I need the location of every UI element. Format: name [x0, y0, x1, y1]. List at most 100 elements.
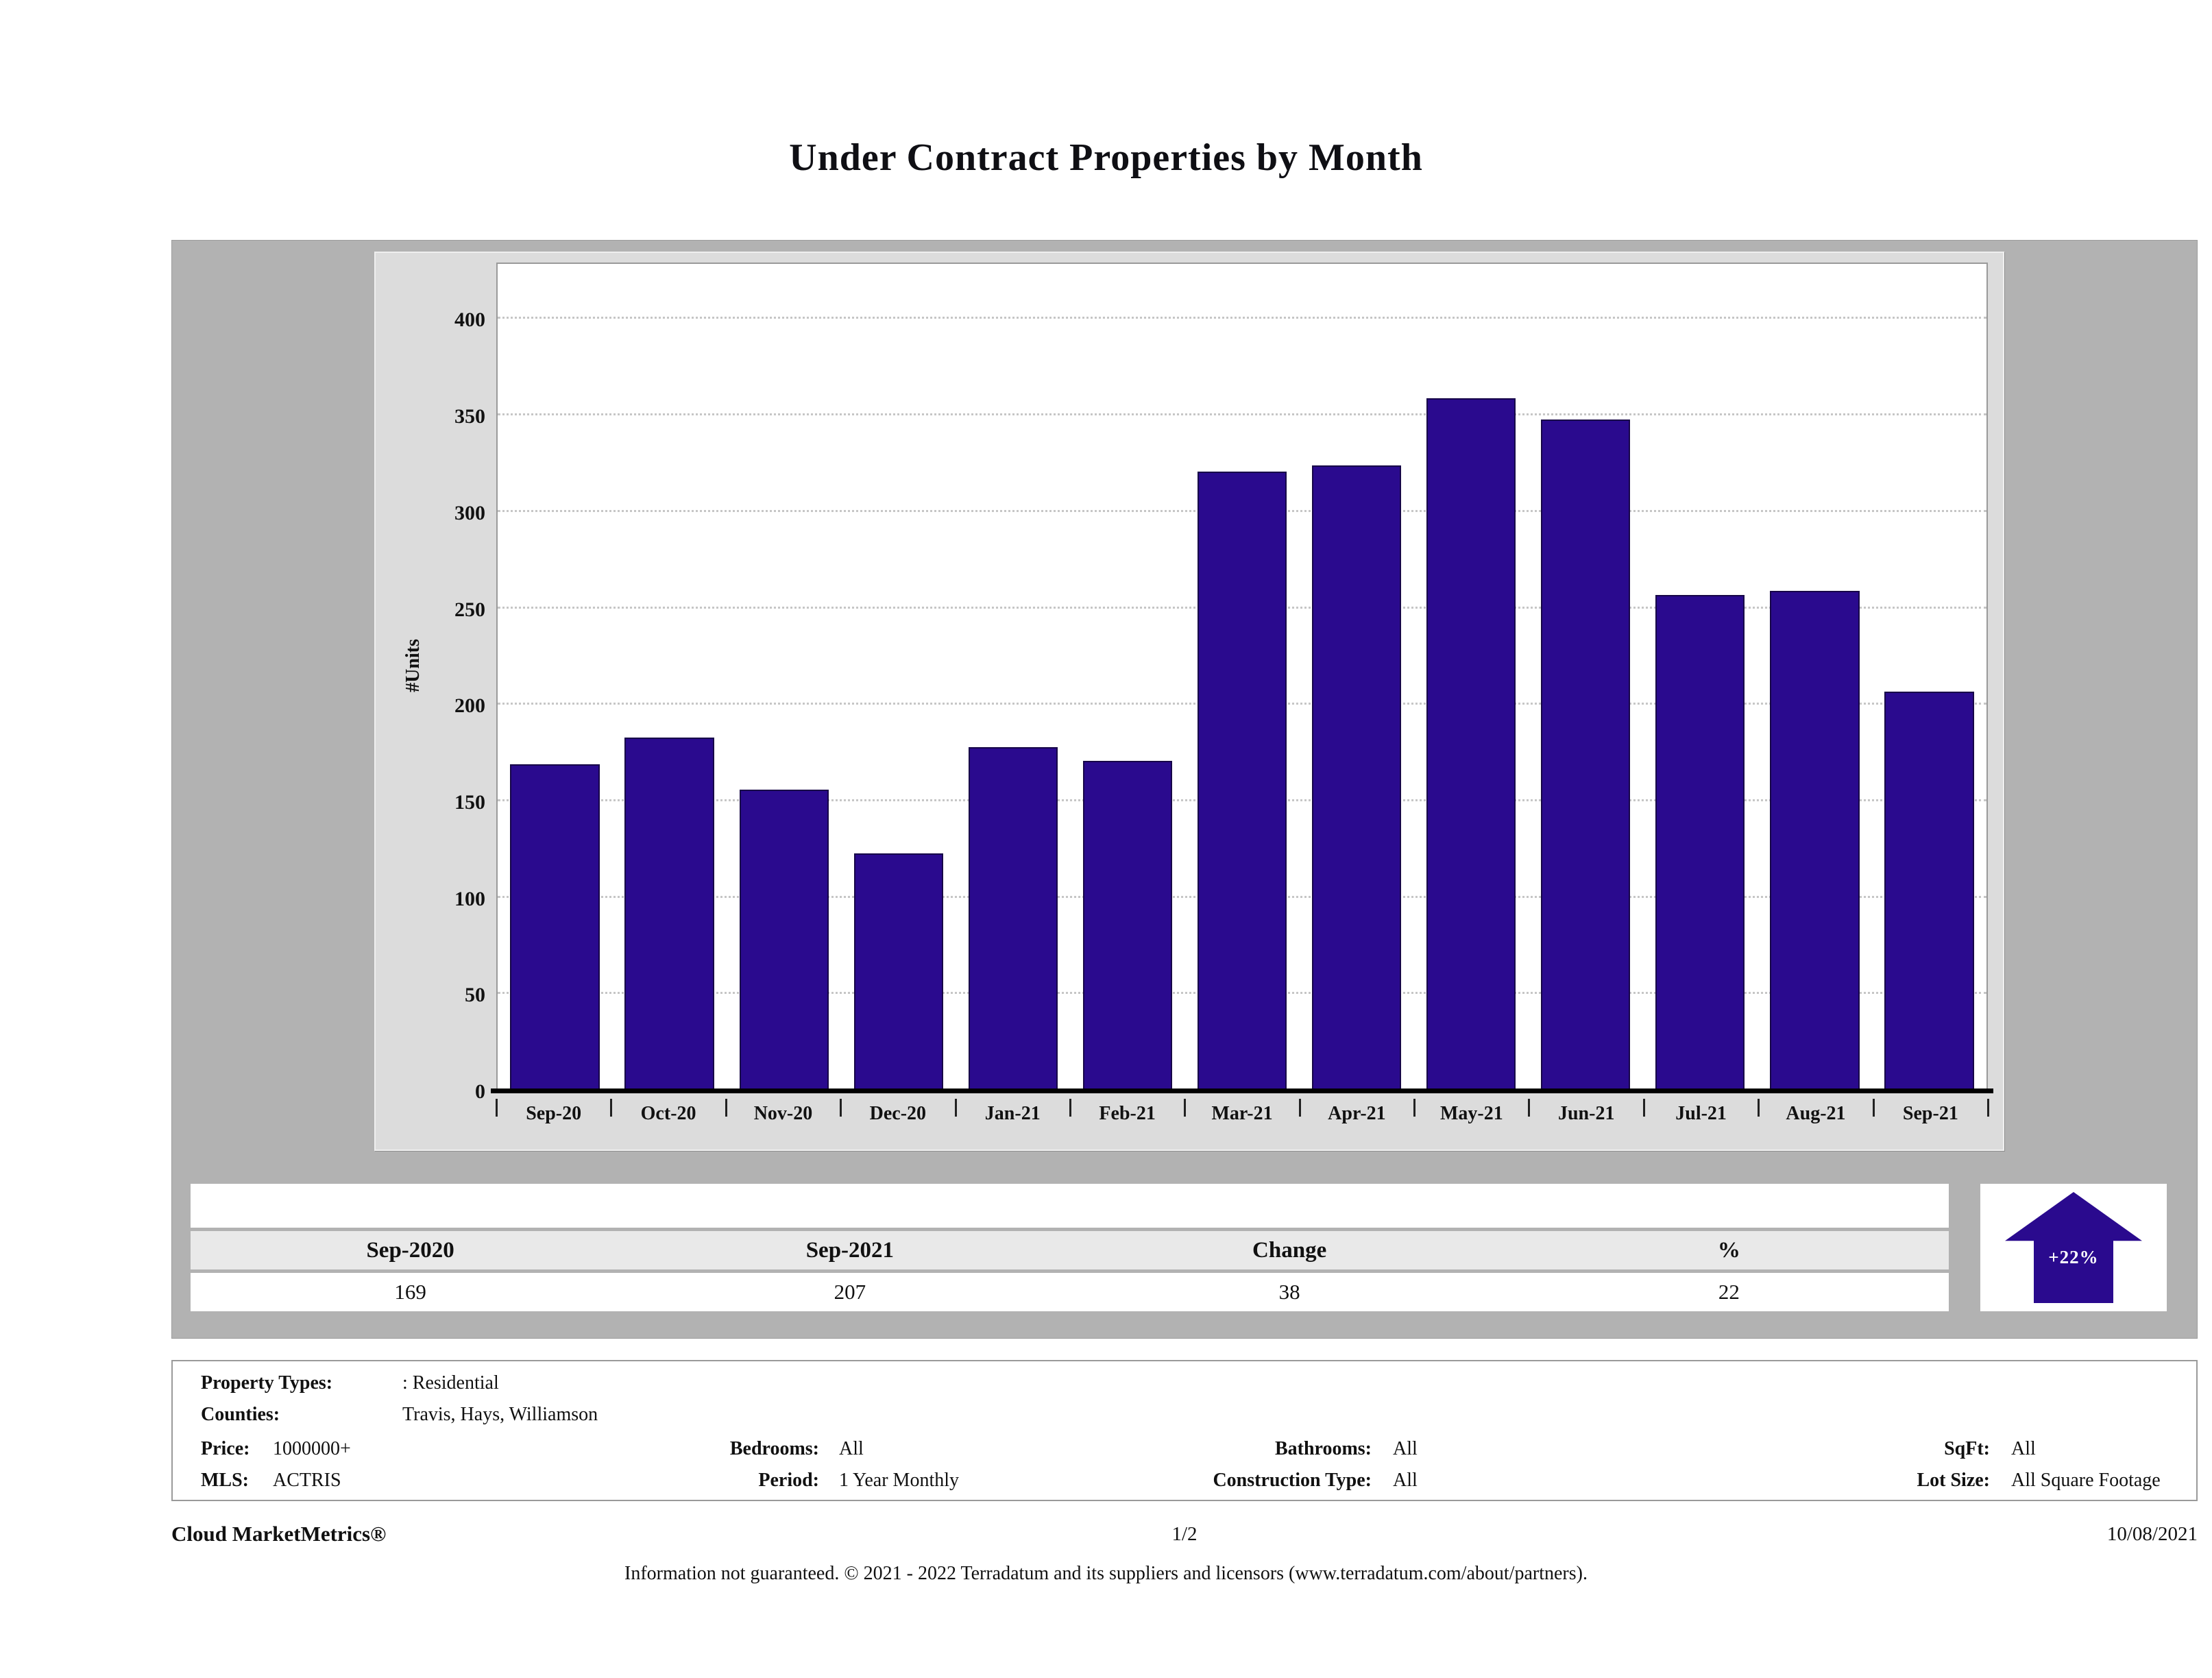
- bar-Sep-21: [1884, 691, 1974, 1091]
- x-axis-tick: [496, 1099, 498, 1117]
- sqft-label: SqFt:: [1944, 1438, 1990, 1459]
- filters-panel: Property Types: : Residential Counties: …: [171, 1360, 2198, 1501]
- x-axis-labels: Sep-20 Oct-20 Nov-20 Dec-20 Jan-21 Feb-21 Mar-…: [496, 1097, 1989, 1129]
- plot-area: [491, 263, 1993, 1093]
- bar-Jul-21: [1655, 594, 1745, 1091]
- bathrooms-value: All: [1393, 1438, 1418, 1459]
- footer-date: 10/08/2021: [2106, 1523, 2198, 1545]
- summary-value-row: 169 207 38 22: [191, 1273, 1949, 1311]
- x-axis-tick: [1758, 1099, 1760, 1117]
- summary-header-row: Sep-2020 Sep-2021 Change%: [191, 1231, 1949, 1269]
- bar-slot-Aug-21: [1758, 591, 1872, 1091]
- lot-size-label: Lot Size:: [1917, 1470, 1990, 1491]
- x-axis-tick: [1298, 1099, 1301, 1117]
- x-axis-tick: [1184, 1099, 1187, 1117]
- x-axis-line: [491, 1089, 1993, 1093]
- y-tick-label-100: 100: [454, 887, 485, 910]
- price-label: Price:: [201, 1438, 250, 1459]
- bar-slot-Feb-21: [1070, 760, 1184, 1091]
- bar-Aug-21: [1770, 591, 1860, 1091]
- construction-type-label: Construction Type:: [1213, 1470, 1372, 1491]
- bar-slot-Mar-21: [1184, 471, 1299, 1091]
- bar-Mar-21: [1197, 471, 1287, 1091]
- x-tick-label-Apr-21: Apr-21: [1328, 1103, 1386, 1124]
- filter-row-mls: MLS: ACTRIS Period: 1 Year Monthly Const…: [173, 1470, 2196, 1494]
- y-tick-label-350: 350: [454, 405, 485, 428]
- x-tick-label-Jun-21: Jun-21: [1557, 1103, 1615, 1124]
- x-tick-label-Jan-21: Jan-21: [984, 1103, 1041, 1124]
- bar-slot-Sep-20: [498, 764, 612, 1091]
- bar-slot-Jun-21: [1529, 419, 1643, 1091]
- footer-disclaimer: Information not guaranteed. © 2021 - 202…: [624, 1563, 1588, 1584]
- x-tick-label-Sep-21: Sep-21: [1902, 1103, 1958, 1124]
- x-tick-label-Oct-20: Oct-20: [640, 1103, 696, 1124]
- bathrooms-label: Bathrooms:: [1274, 1438, 1372, 1459]
- summary-table: Sep-2020 Sep-2021 Change% 169 207 38 22: [191, 1184, 1949, 1311]
- footer-page-number: 1/2: [1171, 1523, 1198, 1545]
- bar-Sep-20: [510, 764, 600, 1091]
- summary-empty-row: [191, 1184, 1949, 1228]
- property-types-label: Property Types:: [201, 1372, 333, 1394]
- bar-row: [498, 264, 1986, 1091]
- mls-label: MLS:: [201, 1470, 249, 1491]
- y-axis: 0 50 100 150 200 250 300 350 400: [396, 263, 485, 1103]
- y-tick-label-200: 200: [454, 694, 485, 718]
- page-title: Under Contract Properties by Month: [789, 136, 1423, 179]
- x-tick-label-Feb-21: Feb-21: [1099, 1103, 1156, 1124]
- x-axis-tick: [1642, 1099, 1645, 1117]
- x-axis-tick: [725, 1099, 727, 1117]
- bar-slot-Jan-21: [956, 747, 1070, 1091]
- x-axis-tick: [610, 1099, 613, 1117]
- bar-Jan-21: [968, 747, 1058, 1091]
- y-tick-label-150: 150: [454, 790, 485, 814]
- summary-value-cell: 169: [394, 1280, 426, 1304]
- x-tick-label-Jul-21: Jul-21: [1675, 1103, 1727, 1124]
- chart-panel: #Units 0 50 100 150 200 250 300 350 400 Sep-20 Oc…: [374, 252, 2004, 1151]
- bar-Jun-21: [1541, 419, 1631, 1091]
- change-badge-label: +22%: [2048, 1247, 2099, 1267]
- y-tick-label-300: 300: [454, 501, 485, 524]
- bar-Oct-20: [624, 738, 714, 1091]
- filter-row-counties: Counties: Travis, Hays, Williamson: [173, 1404, 2196, 1428]
- period-value: 1 Year Monthly: [839, 1470, 960, 1491]
- bar-Nov-20: [739, 790, 829, 1091]
- gridline-400: [498, 317, 1986, 319]
- bar-slot-Apr-21: [1300, 465, 1414, 1091]
- x-axis-tick: [1987, 1099, 1989, 1117]
- y-tick-label-250: 250: [454, 598, 485, 621]
- sqft-value: All: [2011, 1438, 2036, 1459]
- bar-Feb-21: [1082, 760, 1173, 1091]
- filter-row-price: Price: 1000000+ Bedrooms: All Bathrooms:…: [173, 1438, 2196, 1463]
- bar-slot-Jul-21: [1643, 594, 1758, 1091]
- summary-header-cell: Sep-2020: [366, 1238, 454, 1263]
- construction-type-value: All: [1393, 1470, 1418, 1491]
- bedrooms-label: Bedrooms:: [729, 1438, 819, 1459]
- bedrooms-value: All: [839, 1438, 864, 1459]
- filter-row-property-types: Property Types: : Residential: [173, 1372, 2196, 1397]
- bar-slot-May-21: [1414, 398, 1529, 1091]
- change-badge: +22%: [1980, 1184, 2167, 1311]
- x-axis-tick: [1872, 1099, 1875, 1117]
- bar-slot-Sep-21: [1872, 691, 1986, 1091]
- x-axis-tick: [840, 1099, 842, 1117]
- x-axis-tick: [1413, 1099, 1416, 1117]
- footer-brand: Cloud MarketMetrics®: [171, 1522, 387, 1546]
- bar-slot-Dec-20: [841, 853, 956, 1091]
- bar-May-21: [1426, 398, 1516, 1091]
- x-tick-label-Aug-21: Aug-21: [1786, 1103, 1846, 1124]
- price-value: 1000000+: [273, 1438, 351, 1459]
- summary-header-cell: Sep-2021: [805, 1238, 895, 1263]
- summary-value-cell: 22: [1718, 1280, 1740, 1304]
- x-axis-tick: [954, 1099, 957, 1117]
- summary-header-cell: Change: [1252, 1238, 1327, 1263]
- summary-value-cell: 207: [834, 1280, 866, 1304]
- lot-size-value: All Square Footage: [2011, 1470, 2161, 1491]
- x-tick-label-May-21: May-21: [1439, 1103, 1503, 1124]
- x-axis-tick: [1069, 1099, 1071, 1117]
- summary-value-cell: 38: [1278, 1280, 1300, 1304]
- y-tick-label-400: 400: [454, 308, 485, 332]
- x-tick-label-Dec-20: Dec-20: [869, 1103, 927, 1124]
- summary-header-cell: %: [1717, 1238, 1740, 1263]
- mls-value: ACTRIS: [273, 1470, 341, 1491]
- counties-value: Travis, Hays, Williamson: [402, 1404, 598, 1425]
